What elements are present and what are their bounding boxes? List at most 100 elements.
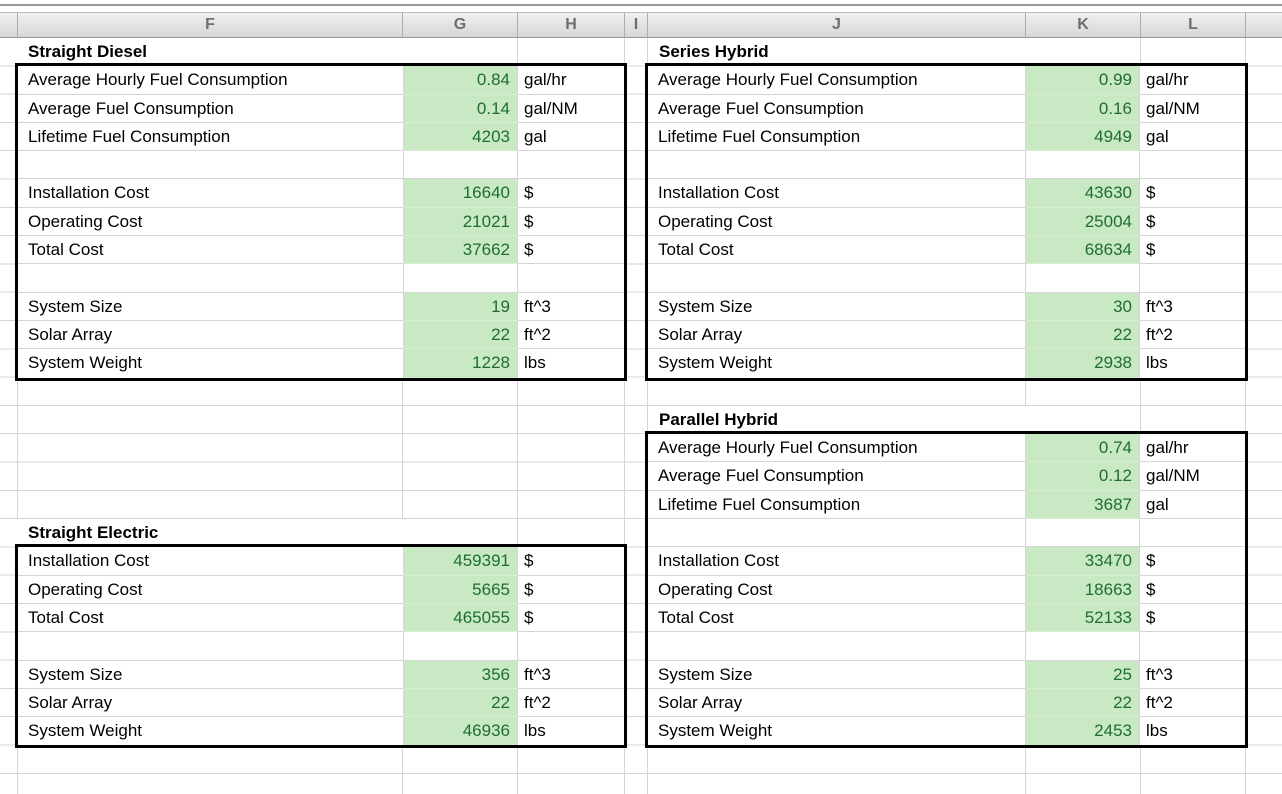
cell-label[interactable]: Average Hourly Fuel Consumption xyxy=(18,66,403,95)
cell-label[interactable]: System Weight xyxy=(28,721,143,741)
cell-value[interactable]: 22 xyxy=(403,320,518,350)
cell-label[interactable]: Operating Cost xyxy=(18,208,403,237)
column-header-e-sliver[interactable] xyxy=(0,12,18,38)
cell-label[interactable]: Total Cost xyxy=(18,604,403,633)
cell-unit[interactable]: lbs xyxy=(524,353,546,373)
cell-unit[interactable]: $ xyxy=(1140,236,1245,265)
cell-unit[interactable]: ft^3 xyxy=(518,293,624,321)
block-title-straight-diesel[interactable]: Straight Diesel xyxy=(17,38,408,67)
cell-unit[interactable]: gal/NM xyxy=(1140,95,1245,123)
cell-unit[interactable]: gal/hr xyxy=(1140,66,1245,95)
cell-label[interactable]: Lifetime Fuel Consumption xyxy=(648,123,1025,152)
cell-label[interactable]: Installation Cost xyxy=(648,179,1025,208)
cell-label[interactable]: Solar Array xyxy=(18,689,403,718)
cell-label[interactable]: System Size xyxy=(18,661,403,689)
cell-label[interactable]: Lifetime Fuel Consumption xyxy=(18,123,403,152)
cell-value[interactable]: 5665 xyxy=(403,575,518,604)
cell-label[interactable]: System Size xyxy=(648,661,1025,689)
cell-value[interactable]: 4203 xyxy=(403,122,518,152)
cell-value[interactable]: 0.99 xyxy=(1025,66,1140,95)
cell-label[interactable] xyxy=(648,632,1025,661)
cell-value[interactable]: 1228 xyxy=(403,349,518,378)
column-header-k[interactable]: K xyxy=(1026,12,1141,38)
cell-unit[interactable]: $ xyxy=(518,236,624,265)
cell-label[interactable]: Average Fuel Consumption xyxy=(648,462,1025,491)
cell-value[interactable]: 356 xyxy=(403,660,518,689)
cell-label[interactable] xyxy=(648,151,1025,180)
cell-label[interactable]: System Size xyxy=(18,293,403,321)
cell-value[interactable] xyxy=(403,151,518,180)
cell-value[interactable]: 52133 xyxy=(1025,603,1140,633)
cell-unit[interactable]: $ xyxy=(1140,179,1245,208)
cell-unit[interactable] xyxy=(1140,151,1245,180)
cell-value[interactable]: 22 xyxy=(1025,688,1140,718)
cell-label[interactable]: Total Cost xyxy=(18,236,403,265)
cell-label[interactable]: Installation Cost xyxy=(648,547,1025,576)
cell-label[interactable]: Operating Cost xyxy=(648,208,1025,237)
cell-unit[interactable]: gal/NM xyxy=(518,95,624,123)
cell-unit[interactable]: ft^3 xyxy=(1140,661,1245,689)
cell-value[interactable] xyxy=(403,264,518,293)
block-title-series-hybrid[interactable]: Series Hybrid xyxy=(648,38,1031,67)
cell-value[interactable]: 0.84 xyxy=(403,66,518,95)
column-header-g[interactable]: G xyxy=(403,12,518,38)
cell-value[interactable]: 0.14 xyxy=(403,94,518,123)
cell-unit[interactable]: lbs xyxy=(1146,721,1168,741)
cell-unit[interactable]: lbs xyxy=(1146,353,1168,373)
cell-value[interactable] xyxy=(403,632,518,661)
cell-value[interactable]: 22 xyxy=(403,688,518,718)
cell-unit[interactable]: gal/NM xyxy=(1140,462,1245,491)
cell-value[interactable]: 68634 xyxy=(1025,236,1140,265)
cell-unit[interactable]: $ xyxy=(1140,576,1245,604)
cell-unit[interactable] xyxy=(518,151,624,180)
cell-label[interactable]: System Weight xyxy=(28,353,143,373)
cell-unit[interactable] xyxy=(518,632,624,661)
cell-value[interactable]: 43630 xyxy=(1025,179,1140,208)
cell-unit[interactable]: $ xyxy=(1140,604,1245,633)
cell-label[interactable]: Operating Cost xyxy=(18,576,403,604)
cell-value[interactable]: 19 xyxy=(403,292,518,321)
cell-value[interactable]: 0.74 xyxy=(1025,434,1140,463)
cell-label[interactable]: System Weight xyxy=(658,353,773,373)
column-header-h[interactable]: H xyxy=(518,12,625,38)
column-header-i[interactable]: I xyxy=(625,12,648,38)
cell-unit[interactable]: $ xyxy=(518,179,624,208)
cell-label[interactable]: System Weight xyxy=(658,721,773,741)
cell-label[interactable]: Total Cost xyxy=(648,236,1025,265)
cell-unit[interactable] xyxy=(1140,632,1245,661)
cell-label[interactable]: Operating Cost xyxy=(648,576,1025,604)
cell-value[interactable]: 3687 xyxy=(1025,490,1140,520)
cell-label[interactable] xyxy=(648,519,1025,548)
cell-value[interactable]: 25 xyxy=(1025,660,1140,689)
cell-label[interactable]: Average Fuel Consumption xyxy=(18,95,403,123)
cell-label[interactable]: Average Hourly Fuel Consumption xyxy=(648,66,1025,95)
cell-unit[interactable]: ft^2 xyxy=(1140,689,1245,718)
cell-label[interactable]: Solar Array xyxy=(648,321,1025,350)
cell-unit[interactable] xyxy=(1140,519,1245,548)
cell-label[interactable] xyxy=(648,264,1025,293)
cell-label[interactable] xyxy=(18,632,403,661)
block-title-parallel-hybrid[interactable]: Parallel Hybrid xyxy=(648,405,1031,435)
cell-unit[interactable]: gal xyxy=(518,123,624,152)
cell-unit[interactable]: lbs xyxy=(524,721,546,741)
cell-unit[interactable]: gal/hr xyxy=(518,66,624,95)
cell-value[interactable]: 46936 xyxy=(403,717,518,746)
cell-unit[interactable]: $ xyxy=(518,208,624,237)
cell-value[interactable]: 2938 xyxy=(1025,349,1140,378)
cell-label[interactable]: Installation Cost xyxy=(18,179,403,208)
cell-value[interactable]: 0.12 xyxy=(1025,462,1140,491)
cell-value[interactable]: 18663 xyxy=(1025,575,1140,604)
cell-label[interactable]: Total Cost xyxy=(648,604,1025,633)
column-header-f[interactable]: F xyxy=(18,12,403,38)
cell-value[interactable]: 16640 xyxy=(403,179,518,208)
cell-unit[interactable] xyxy=(1140,264,1245,293)
cell-value[interactable]: 22 xyxy=(1025,320,1140,350)
cell-value[interactable] xyxy=(1025,264,1140,293)
block-title-straight-electric[interactable]: Straight Electric xyxy=(17,519,408,548)
cell-unit[interactable]: ft^2 xyxy=(518,689,624,718)
cell-value[interactable]: 33470 xyxy=(1025,547,1140,576)
cell-value[interactable]: 37662 xyxy=(403,236,518,265)
column-header-l[interactable]: L xyxy=(1141,12,1246,38)
cell-value[interactable] xyxy=(1025,151,1140,180)
cell-value[interactable]: 25004 xyxy=(1025,207,1140,237)
